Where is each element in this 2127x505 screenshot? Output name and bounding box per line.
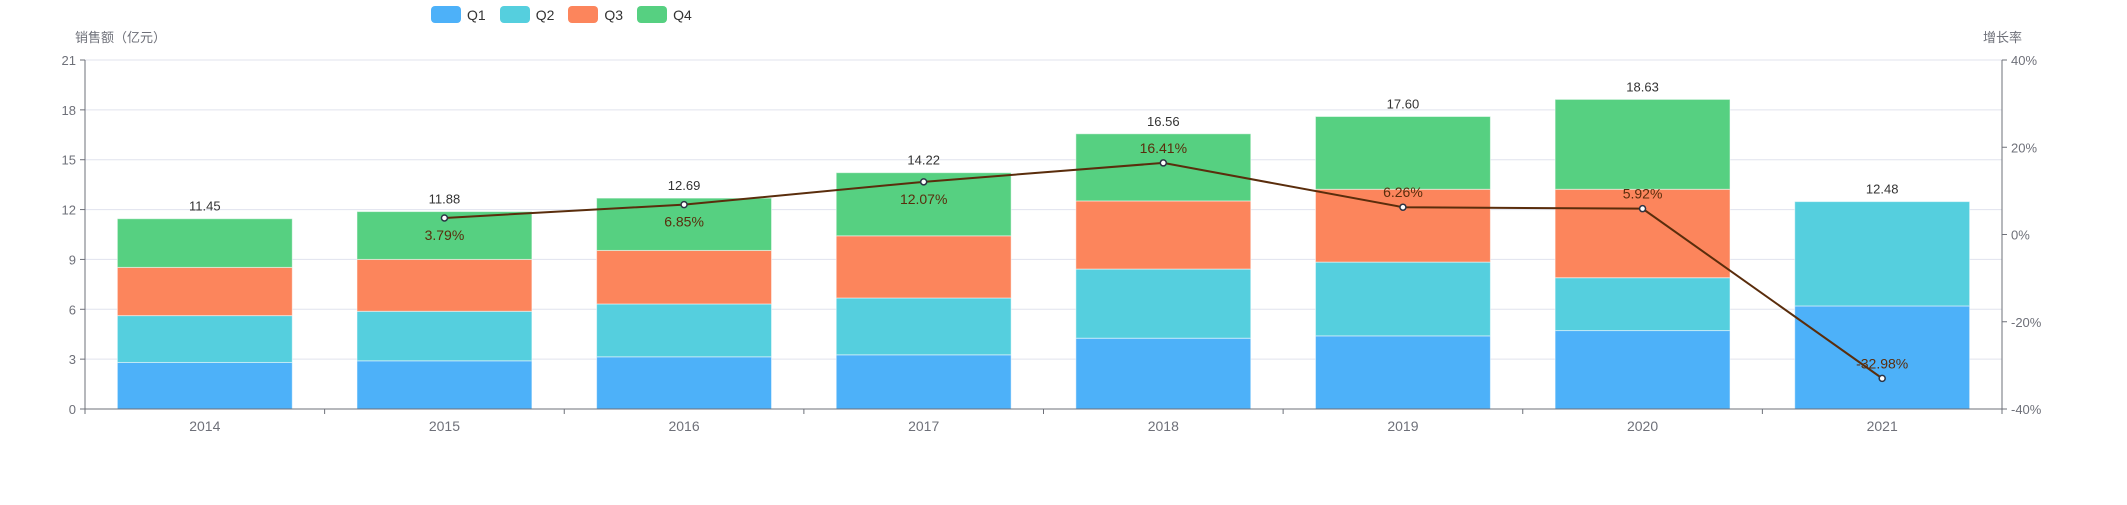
x-tick-label: 2016 bbox=[668, 418, 699, 434]
y-right-tick-label: 20% bbox=[2011, 140, 2037, 155]
growth-point bbox=[680, 200, 688, 209]
growth-point bbox=[1159, 159, 1168, 167]
growth-point bbox=[440, 214, 449, 222]
growth-point bbox=[1878, 374, 1886, 383]
bar-total-label: 12.48 bbox=[1866, 182, 1899, 197]
x-tick-label: 2015 bbox=[429, 418, 460, 434]
bar-q3-2017 bbox=[835, 235, 1012, 299]
legend-label: Q3 bbox=[604, 6, 624, 23]
growth-label: 12.07% bbox=[900, 191, 947, 207]
bar-q1-2020 bbox=[1554, 330, 1731, 410]
legend-swatch bbox=[431, 6, 461, 23]
bar-q4-2015 bbox=[356, 211, 533, 260]
legend-swatch bbox=[499, 6, 530, 23]
bar-total-label: 12.69 bbox=[668, 178, 701, 193]
bar-total-label: 11.45 bbox=[189, 199, 221, 214]
legend-item-q3[interactable]: Q3 bbox=[568, 6, 623, 23]
x-tick-label: 2017 bbox=[908, 418, 939, 434]
bar-q3-2020 bbox=[1554, 188, 1731, 279]
x-tick-label: 2014 bbox=[189, 418, 220, 434]
bar-total-label: 14.22 bbox=[907, 153, 940, 168]
growth-label: 3.79% bbox=[425, 227, 465, 243]
legend: Q1 Q2 Q3 Q4 bbox=[431, 6, 692, 23]
bar-q1-2017 bbox=[835, 354, 1012, 410]
y-tick-label: 9 bbox=[69, 252, 76, 267]
bar-q2-2019 bbox=[1314, 261, 1491, 337]
bar-q1-2015 bbox=[356, 360, 533, 410]
bar-q2-2017 bbox=[835, 297, 1012, 356]
y-right-tick-label: 40% bbox=[2011, 53, 2037, 68]
bar-q1-2016 bbox=[596, 356, 773, 410]
legend-label: Q4 bbox=[673, 6, 692, 23]
bar-total-label: 18.63 bbox=[1626, 79, 1659, 94]
bar-q4-2014 bbox=[116, 218, 293, 268]
bar-q3-2016 bbox=[596, 249, 773, 305]
y-tick-label: 3 bbox=[69, 352, 76, 367]
y-right-tick-label: 0% bbox=[2011, 228, 2030, 243]
legend-label: Q1 bbox=[467, 6, 486, 23]
y-right-tick-label: -40% bbox=[2011, 402, 2042, 417]
y-tick-label: 21 bbox=[62, 53, 76, 68]
bar-q1-2014 bbox=[116, 361, 293, 410]
bar-q2-2014 bbox=[116, 315, 293, 363]
y-tick-label: 18 bbox=[62, 103, 76, 118]
bar-q4-2020 bbox=[1554, 98, 1731, 190]
growth-point bbox=[1399, 203, 1407, 211]
legend-label: Q2 bbox=[535, 6, 555, 23]
y-tick-label: 0 bbox=[69, 402, 76, 417]
growth-label: 16.41% bbox=[1140, 140, 1187, 156]
bar-q1-2021 bbox=[1794, 305, 1971, 410]
y-right-axis-title: 增长率 bbox=[1983, 30, 2022, 45]
bar-q1-2019 bbox=[1314, 335, 1491, 410]
bar-total-label: 11.88 bbox=[429, 192, 461, 207]
legend-item-q2[interactable]: Q2 bbox=[499, 6, 555, 23]
x-tick-label: 2018 bbox=[1148, 418, 1179, 434]
bar-q2-2018 bbox=[1075, 268, 1252, 339]
legend-item-q4[interactable]: Q4 bbox=[637, 6, 692, 23]
bar-q2-2020 bbox=[1554, 277, 1731, 332]
growth-point bbox=[919, 178, 928, 186]
y-right-tick-label: -20% bbox=[2011, 315, 2042, 330]
bar-q3-2019 bbox=[1314, 188, 1491, 263]
bar-q2-2021 bbox=[1794, 201, 1971, 307]
bar-total-label: 16.56 bbox=[1147, 114, 1180, 129]
legend-item-q1[interactable]: Q1 bbox=[431, 6, 486, 23]
x-tick-label: 2021 bbox=[1867, 418, 1898, 434]
y-axis-title: 销售额（亿元） bbox=[75, 30, 166, 45]
growth-label: 5.92% bbox=[1623, 186, 1663, 202]
y-tick-label: 12 bbox=[62, 203, 76, 218]
legend-swatch bbox=[637, 6, 668, 23]
bar-q3-2018 bbox=[1075, 200, 1252, 270]
x-tick-label: 2019 bbox=[1387, 418, 1418, 434]
growth-label: 6.85% bbox=[664, 214, 704, 230]
growth-label: -32.98% bbox=[1856, 355, 1908, 371]
bar-q4-2019 bbox=[1314, 116, 1491, 190]
x-tick-label: 2020 bbox=[1627, 418, 1658, 434]
bar-total-label: 17.60 bbox=[1387, 97, 1420, 112]
y-tick-label: 15 bbox=[62, 153, 76, 168]
growth-point bbox=[1638, 204, 1647, 213]
growth-label: 6.26% bbox=[1383, 184, 1423, 200]
bar-q3-2015 bbox=[356, 258, 533, 312]
bar-q3-2014 bbox=[116, 266, 293, 317]
bar-q2-2015 bbox=[356, 310, 533, 362]
bar-q2-2016 bbox=[596, 303, 773, 358]
legend-swatch bbox=[568, 6, 599, 23]
bar-q1-2018 bbox=[1075, 337, 1252, 410]
y-tick-label: 6 bbox=[69, 302, 76, 317]
